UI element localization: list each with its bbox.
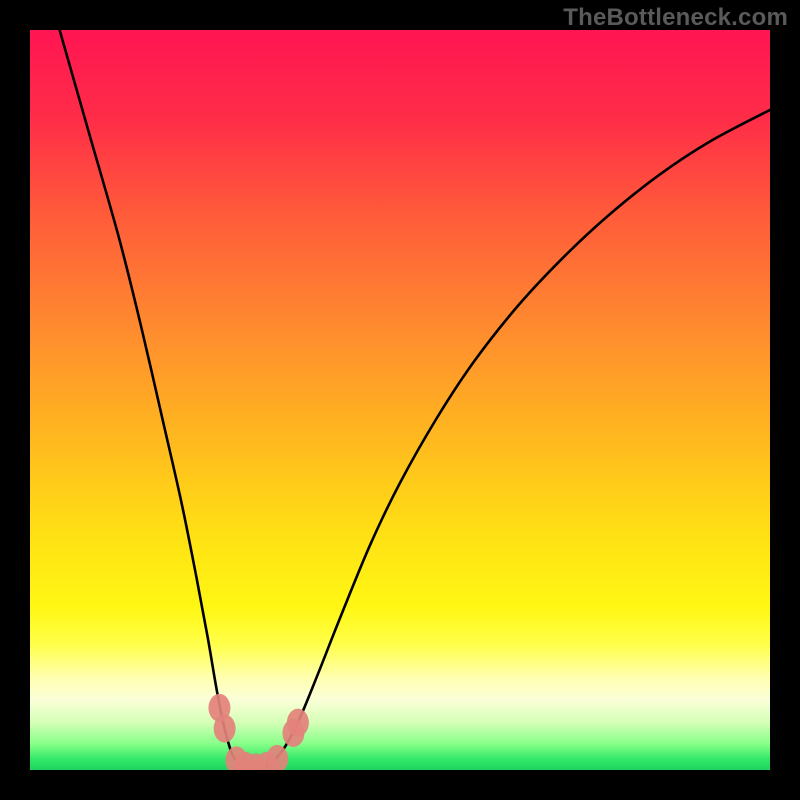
plot-background (30, 30, 770, 770)
data-marker (287, 709, 309, 737)
chart-canvas (0, 0, 800, 800)
bottleneck-chart: TheBottleneck.com (0, 0, 800, 800)
data-marker (214, 715, 236, 743)
watermark-label: TheBottleneck.com (563, 4, 788, 32)
data-marker (266, 745, 288, 773)
